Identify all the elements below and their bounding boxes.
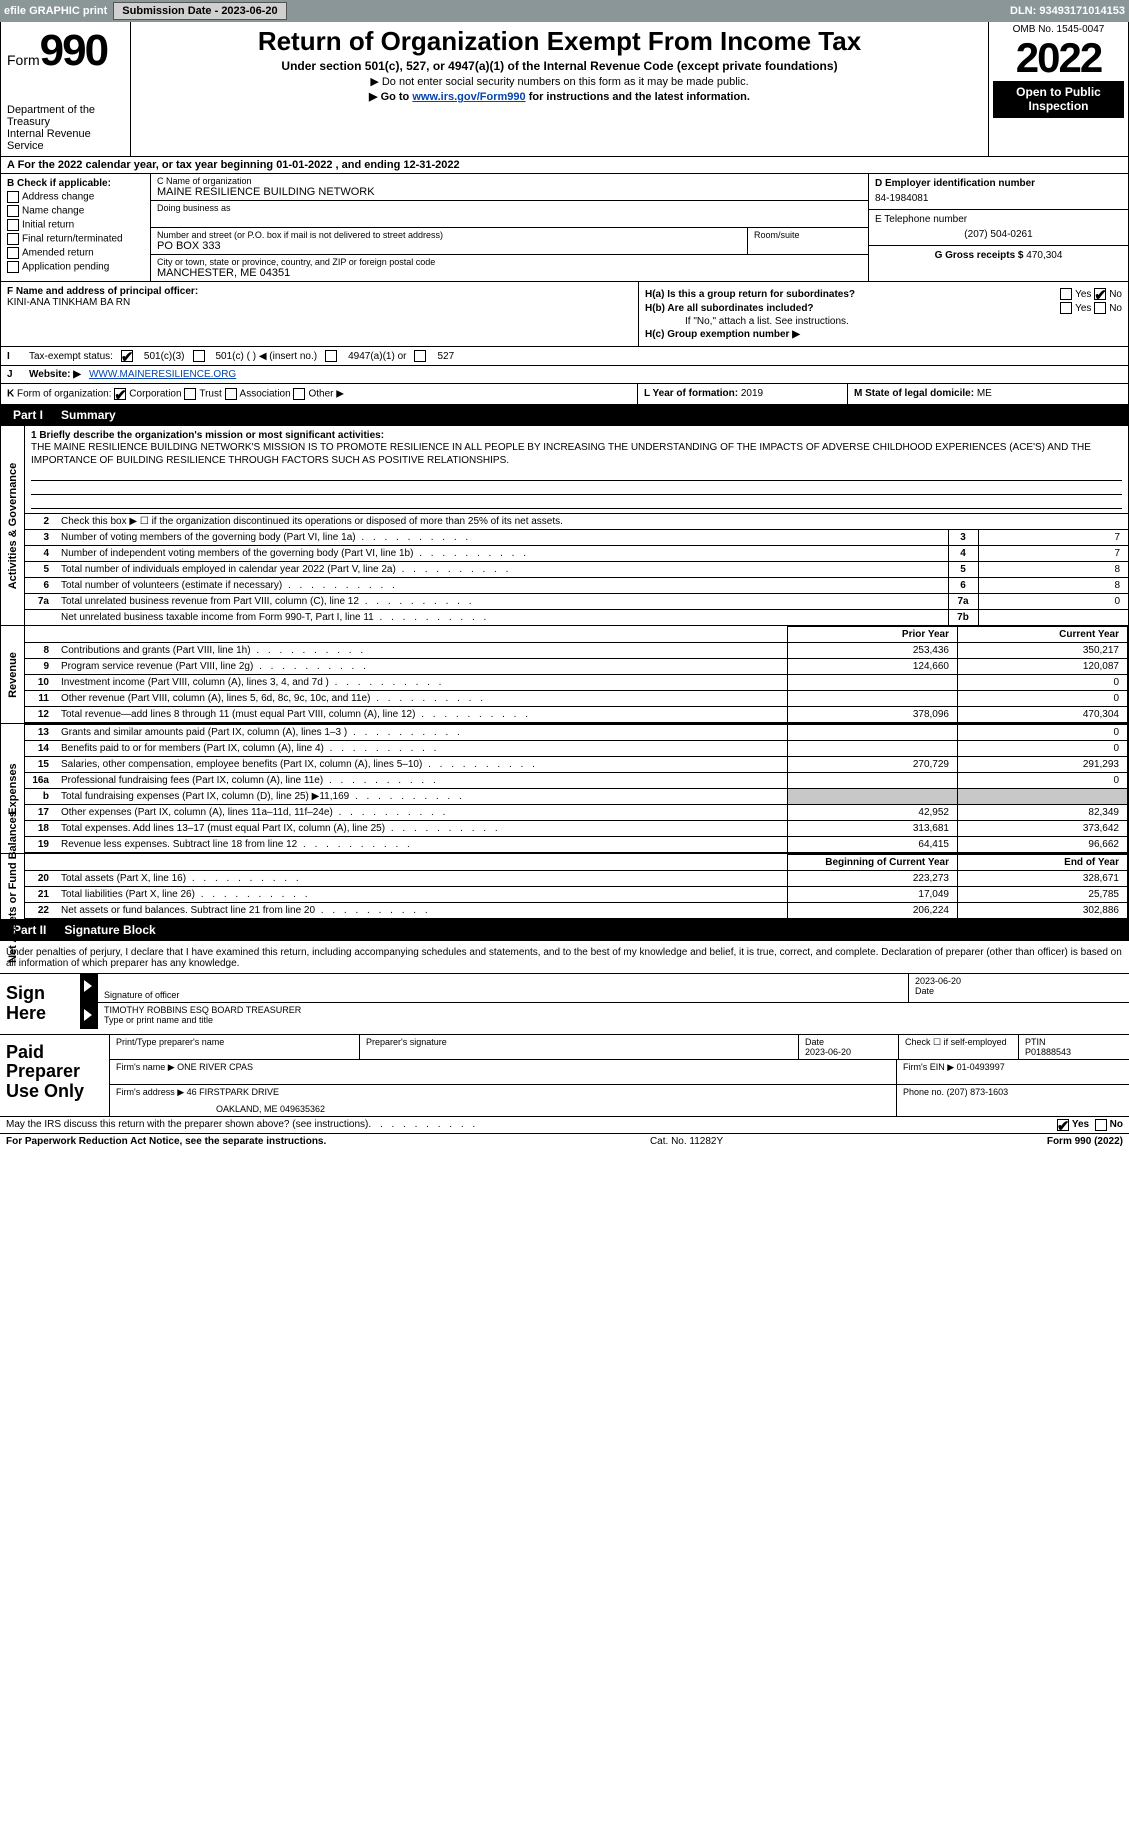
boxb-option[interactable]: Initial return — [7, 219, 144, 231]
street-address: PO BOX 333 — [157, 240, 741, 252]
part1-header: Part I Summary — [0, 405, 1129, 426]
dln-label: DLN: 93493171014153 — [1010, 5, 1125, 17]
box-b: B Check if applicable: Address changeNam… — [1, 174, 151, 281]
firm-phone: (207) 873-1603 — [947, 1087, 1009, 1097]
line-klm: K Form of organization: Corporation Trus… — [0, 384, 1129, 405]
efile-label: efile GRAPHIC print — [4, 5, 107, 17]
dept-label: Department of the Treasury — [7, 104, 124, 128]
prep-date: 2023-06-20 — [805, 1047, 851, 1057]
other-checkbox[interactable] — [293, 388, 305, 400]
form-number: Form990 — [7, 26, 124, 76]
ha-yes-checkbox[interactable] — [1060, 288, 1072, 300]
room-suite-label: Room/suite — [748, 228, 868, 254]
org-name: MAINE RESILIENCE BUILDING NETWORK — [157, 186, 862, 198]
part2-header: Part II Signature Block — [0, 920, 1129, 941]
block-fh: F Name and address of principal officer:… — [0, 282, 1129, 347]
discuss-no-checkbox[interactable] — [1095, 1119, 1107, 1131]
box-c: C Name of organization MAINE RESILIENCE … — [151, 174, 868, 281]
expenses-section: Expenses 13Grants and similar amounts pa… — [0, 724, 1129, 854]
boxb-option[interactable]: Name change — [7, 205, 144, 217]
expenses-table: 13Grants and similar amounts paid (Part … — [25, 724, 1128, 853]
ein: 84-1984081 — [875, 193, 1122, 204]
hb-yes-checkbox[interactable] — [1060, 302, 1072, 314]
activities-governance: Activities & Governance 1 Briefly descri… — [0, 426, 1129, 626]
form-subtitle: Under section 501(c), 527, or 4947(a)(1)… — [139, 59, 980, 73]
submission-date-button[interactable]: Submission Date - 2023-06-20 — [113, 2, 286, 20]
line-a: A For the 2022 calendar year, or tax yea… — [0, 157, 1129, 174]
page-footer: For Paperwork Reduction Act Notice, see … — [0, 1134, 1129, 1149]
officer-name: TIMOTHY ROBBINS ESQ BOARD TREASURER — [104, 1005, 1123, 1015]
line-i: I Tax-exempt status: 501(c)(3) 501(c) ( … — [0, 347, 1129, 366]
arrow-icon — [80, 974, 98, 1002]
boxb-option[interactable]: Address change — [7, 191, 144, 203]
net-assets-table: Beginning of Current YearEnd of Year20To… — [25, 854, 1128, 919]
net-assets-section: Net Assets or Fund Balances Beginning of… — [0, 854, 1129, 920]
sig-date: 2023-06-20 — [915, 976, 1123, 986]
firm-address-1: 46 FIRSTPARK DRIVE — [187, 1087, 279, 1097]
discuss-row: May the IRS discuss this return with the… — [0, 1117, 1129, 1134]
state-domicile: ME — [977, 388, 992, 399]
boxb-option[interactable]: Amended return — [7, 247, 144, 259]
irs-label: Internal Revenue Service — [7, 128, 124, 152]
ptin: P01888543 — [1025, 1047, 1071, 1057]
revenue-table: Prior YearCurrent Year8Contributions and… — [25, 626, 1128, 723]
goto-note: ▶ Go to www.irs.gov/Form990 for instruct… — [139, 90, 980, 103]
firm-name: ONE RIVER CPAS — [177, 1062, 253, 1072]
sign-here-label: Sign Here — [0, 974, 80, 1034]
arrow-icon — [80, 1003, 98, 1029]
form-title: Return of Organization Exempt From Incom… — [139, 26, 980, 57]
assoc-checkbox[interactable] — [225, 388, 237, 400]
corp-checkbox[interactable] — [114, 388, 126, 400]
line-j: J Website: ▶ WWW.MAINERESILIENCE.ORG — [0, 366, 1129, 384]
form-header: Form990 Department of the Treasury Inter… — [0, 22, 1129, 157]
mission-text: THE MAINE RESILIENCE BUILDING NETWORK'S … — [31, 442, 1091, 466]
revenue-section: Revenue Prior YearCurrent Year8Contribut… — [0, 626, 1129, 724]
website-link[interactable]: WWW.MAINERESILIENCE.ORG — [89, 369, 236, 380]
firm-address-2: OAKLAND, ME 049635362 — [116, 1104, 890, 1114]
boxb-option[interactable]: Application pending — [7, 261, 144, 273]
governance-table: 2Check this box ▶ ☐ if the organization … — [25, 514, 1128, 625]
city-state-zip: MANCHESTER, ME 04351 — [157, 267, 862, 279]
501c-checkbox[interactable] — [193, 350, 205, 362]
header-block-bcde: B Check if applicable: Address changeNam… — [0, 174, 1129, 282]
4947-checkbox[interactable] — [325, 350, 337, 362]
boxb-option[interactable]: Final return/terminated — [7, 233, 144, 245]
trust-checkbox[interactable] — [184, 388, 196, 400]
hb-no-checkbox[interactable] — [1094, 302, 1106, 314]
principal-officer: KINI-ANA TINKHAM BA RN — [7, 297, 130, 308]
527-checkbox[interactable] — [414, 350, 426, 362]
open-to-public: Open to Public Inspection — [993, 81, 1124, 118]
paid-preparer-block: Paid Preparer Use Only Print/Type prepar… — [0, 1035, 1129, 1117]
firm-ein: 01-0493997 — [957, 1062, 1005, 1072]
ssn-note: ▶ Do not enter social security numbers o… — [139, 75, 980, 88]
efile-topbar: efile GRAPHIC print Submission Date - 20… — [0, 0, 1129, 22]
501c3-checkbox[interactable] — [121, 350, 133, 362]
year-formation: 2019 — [741, 388, 763, 399]
self-employed-check[interactable]: Check ☐ if self-employed — [899, 1035, 1019, 1059]
perjury-declaration: Under penalties of perjury, I declare th… — [0, 943, 1129, 974]
telephone: (207) 504-0261 — [875, 229, 1122, 240]
ha-no-checkbox[interactable] — [1094, 288, 1106, 300]
irs-link[interactable]: www.irs.gov/Form990 — [412, 91, 525, 103]
gross-receipts: 470,304 — [1026, 250, 1062, 261]
box-de: D Employer identification number 84-1984… — [868, 174, 1128, 281]
signature-block: Under penalties of perjury, I declare th… — [0, 943, 1129, 1149]
discuss-yes-checkbox[interactable] — [1057, 1119, 1069, 1131]
tax-year: 2022 — [993, 37, 1124, 79]
